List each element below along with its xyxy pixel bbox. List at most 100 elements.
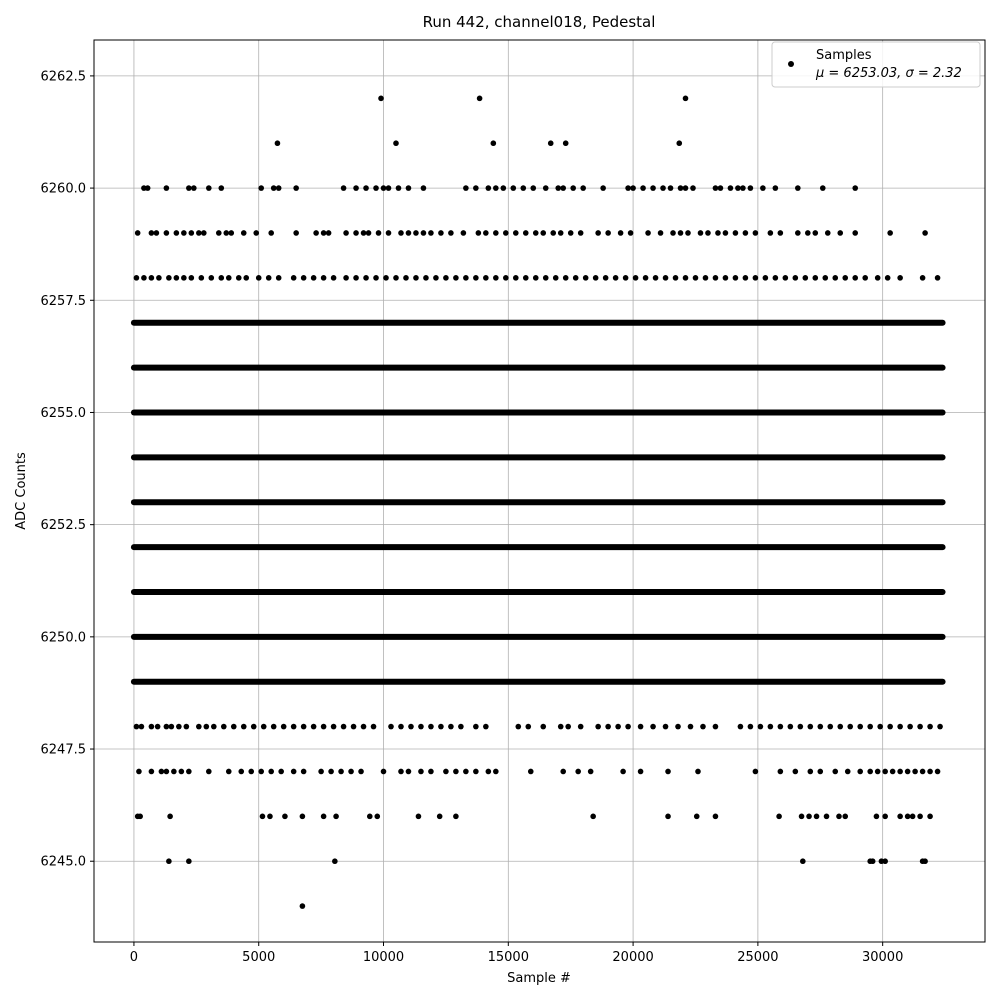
sample-point [792,275,799,281]
sample-point [637,723,644,730]
sample-point [360,230,367,236]
sample-point [675,723,681,730]
sample-point [677,230,684,236]
sample-point [493,275,499,281]
legend: Samples μ = 6253.03, σ = 2.32 [771,41,981,88]
sample-point [877,723,883,730]
sample-point [695,768,701,775]
sample-point [852,275,859,281]
sample-point [813,813,820,820]
sample-point [637,768,644,775]
sample-point [777,723,784,730]
sample-point [887,723,893,730]
sample-point [443,768,449,775]
sample-point [662,275,669,281]
sample-point [208,275,215,281]
sample-point [570,185,576,191]
plot-area [94,40,985,942]
sample-point [405,768,412,775]
sample-point [154,723,161,730]
sample-point [735,185,741,191]
sample-point [547,140,554,147]
sample-point [453,768,459,775]
sample-point [934,768,941,775]
sample-point [438,723,444,730]
sample-point [299,813,306,820]
sample-point [483,275,489,281]
sample-point [817,768,824,775]
sample-point [922,230,928,236]
sample-point [552,275,559,281]
sample-point [824,230,831,236]
sample-point [847,723,854,730]
sample-point [463,185,469,191]
sample-point [712,185,719,191]
sample-point [712,723,719,730]
sample-point [218,275,225,281]
sample-point [602,275,609,281]
sample-point [395,185,402,191]
sample-point [682,275,689,281]
sample-point [473,275,479,281]
sample-point [225,275,232,281]
sample-point [278,768,284,775]
sample-point [510,185,517,191]
sample-point [632,275,639,281]
sample-point [792,768,799,775]
sample-point [258,185,265,191]
sample-point [353,185,359,191]
sample-point [268,230,275,236]
sample-point [557,230,564,236]
sample-point [682,95,689,102]
sample-point [772,275,779,281]
sample-point [650,723,656,730]
sample-point [188,230,195,236]
sample-point [782,275,789,281]
sample-point [827,723,834,730]
sample-point [186,185,192,191]
sample-point [565,723,572,730]
sample-point [167,813,173,820]
sample-point [293,185,299,191]
sample-point [532,230,539,236]
sample-point [742,230,749,236]
sample-point [937,723,943,730]
sample-point [310,723,317,730]
sample-point [862,275,869,281]
sample-point [320,230,327,236]
sample-point [520,185,527,191]
sample-point [267,813,273,820]
x-tick-label: 5000 [242,950,275,965]
sample-point [904,768,911,775]
x-tick-label: 10000 [363,950,404,965]
sample-point [727,185,734,191]
sample-point [360,723,367,730]
sample-point [844,768,851,775]
sample-point [258,768,265,775]
sample-point [330,723,337,730]
sample-point [897,813,903,820]
sample-point [812,275,819,281]
sample-point [428,230,434,236]
sample-point [348,768,354,775]
sample-point [393,140,399,147]
sample-point [196,723,202,730]
sample-point [515,723,522,730]
sample-point [822,275,829,281]
sample-point [240,723,247,730]
sample-point [493,230,499,236]
sample-point [340,723,347,730]
sample-point [373,185,379,191]
sample-point [353,275,359,281]
sample-point [852,230,859,236]
sample-point [206,768,212,775]
sample-point [832,768,839,775]
sample-point [798,813,805,820]
sample-point [490,140,497,147]
sample-point [919,768,926,775]
sample-point [250,723,257,730]
x-axis-ticks: 0 5000 10000 15000 20000 25000 30000 [130,942,903,965]
sample-point [485,185,492,191]
sample-point [413,275,419,281]
sample-point [173,230,180,236]
